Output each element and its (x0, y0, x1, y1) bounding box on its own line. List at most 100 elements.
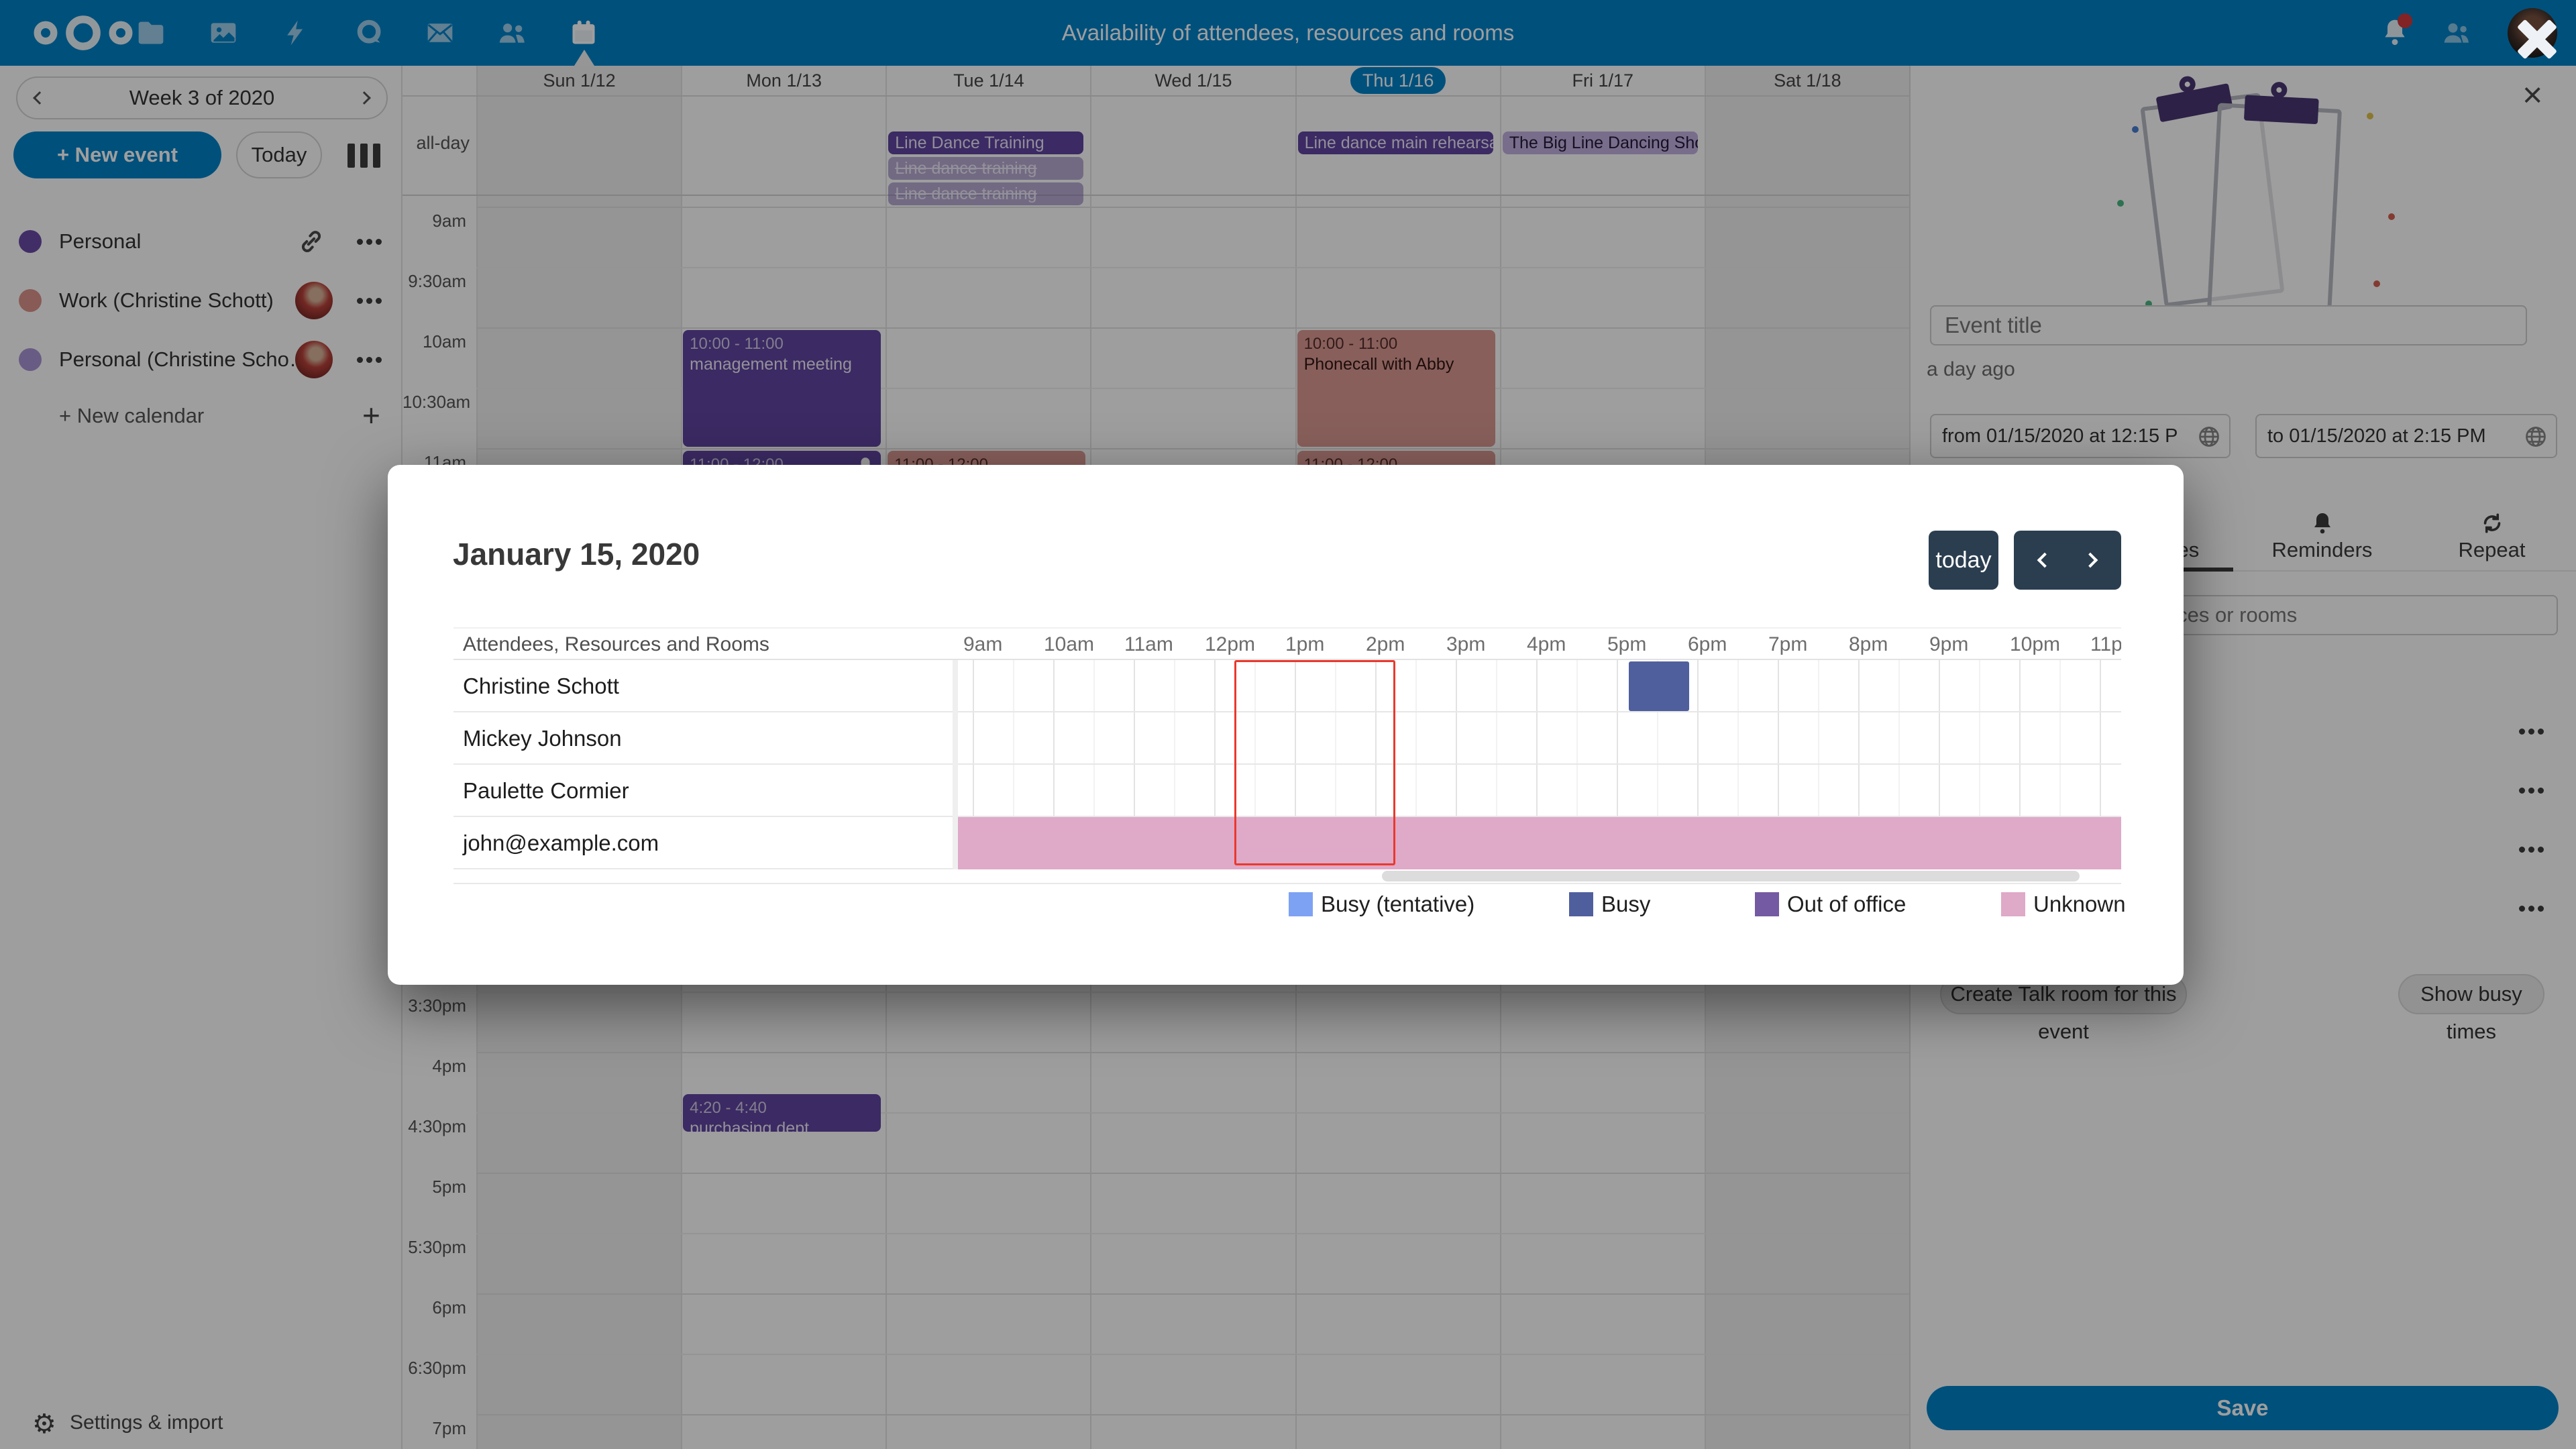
calendar-owner-avatar (295, 282, 333, 319)
start-datetime-field[interactable] (1930, 414, 2231, 458)
event-time: 4:20 - 4:40 (690, 1099, 767, 1118)
time-tick-label: 4:30pm (408, 1116, 466, 1136)
next-day-icon[interactable] (2082, 552, 2098, 568)
hour-label: 11am (1124, 633, 1173, 655)
share-link-icon[interactable] (298, 228, 325, 255)
day-header: Sun 1/12 (543, 70, 616, 91)
dialog-today-button[interactable]: today (1929, 531, 1998, 590)
nextcloud-logo-icon[interactable] (30, 14, 137, 52)
time-tick-label: 6:30pm (408, 1358, 466, 1378)
all-day-event[interactable]: Line dance main rehearsal (1297, 131, 1493, 154)
save-button[interactable]: Save (1927, 1386, 2559, 1430)
photos-icon[interactable] (209, 18, 238, 48)
files-icon[interactable] (136, 18, 166, 48)
availability-timeline[interactable] (958, 660, 2121, 869)
calendar-menu-button[interactable] (357, 357, 382, 363)
last-modified-label: a day ago (1927, 358, 2015, 380)
show-busy-times-button[interactable]: Show busy times (2398, 974, 2544, 1043)
grid-divider (953, 660, 958, 869)
time-tick-label: 5pm (432, 1177, 466, 1197)
calendar-color-dot (19, 348, 42, 371)
previous-day-icon[interactable] (2037, 552, 2053, 568)
contacts-menu-icon[interactable] (2442, 18, 2471, 48)
tab-repeat[interactable]: Repeat (2407, 510, 2576, 570)
event-title-input[interactable] (1930, 305, 2527, 345)
calendar-list-item[interactable]: Personal (Christine Scho… (0, 330, 402, 389)
hour-label: 4pm (1527, 633, 1566, 655)
legend-item: Busy (1569, 892, 1650, 917)
attendee-row (1911, 761, 2576, 820)
hour-label: 2pm (1366, 633, 1405, 655)
tab-reminders[interactable]: Reminders (2237, 510, 2407, 570)
calendar-list-item[interactable]: Personal (0, 212, 402, 271)
settings-label: Settings & import (70, 1411, 223, 1434)
all-day-event[interactable]: Line dance training (888, 157, 1084, 180)
legend-label: Busy (tentative) (1321, 892, 1475, 916)
attendee-names: Christine Schott Mickey Johnson Paulette C… (453, 660, 953, 869)
grid-footer-row (453, 869, 2121, 884)
dialog-date-title: January 15, 2020 (453, 537, 700, 572)
calendar-menu-button[interactable] (357, 298, 382, 304)
calendar-list-item[interactable]: Work (Christine Schott) (0, 271, 402, 330)
end-datetime-field[interactable] (2255, 414, 2557, 458)
attendee-menu-button[interactable] (2519, 729, 2544, 735)
close-icon[interactable]: × (2522, 76, 2543, 115)
settings-import[interactable]: ⚙ Settings & import (0, 1399, 402, 1449)
calendar-color-dot (19, 230, 42, 253)
all-day-event[interactable]: Line dance training (888, 182, 1084, 205)
view-toggle-icon[interactable] (347, 144, 380, 168)
today-button-sidebar[interactable]: Today (236, 131, 322, 178)
all-day-event[interactable]: The Big Line Dancing Show (1502, 131, 1698, 154)
attendee-row (1911, 702, 2576, 761)
availability-block-busy (1629, 661, 1689, 711)
contacts-icon[interactable] (498, 18, 527, 48)
calendar-event[interactable]: 10:00 - 11:00 Phonecall with Abby (1297, 330, 1495, 447)
gear-icon: ⚙ (32, 1409, 56, 1439)
calendar-event[interactable]: 10:00 - 11:00 management meeting (683, 330, 881, 447)
attendee-name: Christine Schott (453, 660, 953, 712)
attendee-name: Paulette Cormier (453, 765, 953, 817)
app-sidebar: Week 3 of 2020 + New event Today Persona… (0, 66, 402, 1449)
calendar-name: Personal (Christine Scho… (59, 347, 310, 371)
start-datetime-input[interactable] (1931, 415, 2189, 457)
time-tick-label: 6pm (432, 1297, 466, 1318)
day-header: Fri 1/17 (1572, 70, 1634, 91)
hour-label: 9am (963, 633, 1003, 655)
calendar-app-icon[interactable] (569, 18, 598, 48)
calendar-event[interactable]: 4:20 - 4:40 purchasing dept (683, 1094, 881, 1132)
all-day-label: all-day (416, 133, 470, 153)
notifications-bell-icon[interactable] (2380, 13, 2412, 47)
all-day-event[interactable]: Line Dance Training (888, 131, 1084, 154)
new-calendar-row[interactable]: + New calendar + (0, 389, 402, 443)
new-event-button[interactable]: + New event (13, 131, 221, 178)
mail-icon[interactable] (425, 18, 455, 48)
legend-label: Out of office (1787, 892, 1907, 916)
event-time: 10:00 - 11:00 (1303, 335, 1398, 353)
horizontal-scrollbar[interactable] (1382, 871, 2080, 881)
x-cursor (2510, 12, 2564, 66)
availability-grid: Attendees, Resources and Rooms 9am 10am 11… (453, 627, 2121, 884)
event-time: 10:00 - 11:00 (690, 335, 784, 353)
day-header: Mon 1/13 (746, 70, 822, 91)
legend-item: Out of office (1755, 892, 1906, 917)
selected-timeslot[interactable] (1234, 660, 1395, 865)
day-header: Tue 1/14 (953, 70, 1024, 91)
attendee-menu-button[interactable] (2519, 906, 2544, 912)
timezone-globe-icon[interactable] (2197, 425, 2221, 449)
event-title: Phonecall with Abby (1303, 355, 1454, 374)
timezone-globe-icon[interactable] (2524, 425, 2548, 449)
talk-icon[interactable] (355, 18, 384, 48)
calendar-name: Personal (59, 229, 142, 253)
end-datetime-input[interactable] (2257, 415, 2516, 457)
availability-dialog: January 15, 2020 today Attendees, Resour… (388, 465, 2184, 985)
plus-icon[interactable]: + (362, 398, 380, 433)
attendee-row (1911, 820, 2576, 879)
activity-icon[interactable] (281, 18, 311, 48)
week-switcher[interactable]: Week 3 of 2020 (16, 76, 388, 119)
availability-block-unknown (958, 817, 2121, 869)
calendar-list: Personal Work (Christine Schott) (0, 212, 402, 389)
hour-label: 9pm (1929, 633, 1969, 655)
calendar-menu-button[interactable] (357, 239, 382, 245)
attendee-menu-button[interactable] (2519, 788, 2544, 794)
attendee-menu-button[interactable] (2519, 847, 2544, 853)
